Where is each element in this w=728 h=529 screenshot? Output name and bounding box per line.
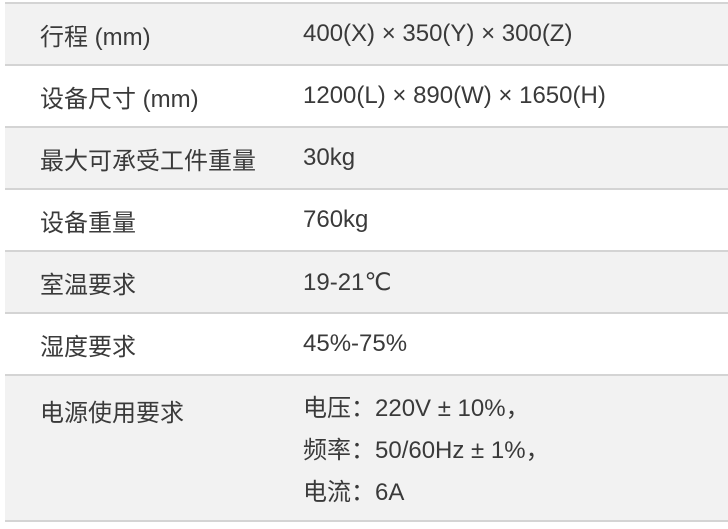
spec-label: 湿度要求 xyxy=(40,333,136,361)
spec-value: 电压：220V ± 10%， 频率：50/60Hz ± 1%， 电流：6A xyxy=(303,376,728,514)
power-voltage: 电压：220V ± 10%， xyxy=(303,395,530,422)
table-row-power: 电源使用要求 电压：220V ± 10%， 频率：50/60Hz ± 1%， 电… xyxy=(5,376,728,522)
spec-label: 行程 (mm) xyxy=(40,23,151,51)
table-row: 湿度要求 45%-75% xyxy=(5,314,728,376)
spec-value: 45%-75% xyxy=(303,330,408,357)
table-row: 设备尺寸 (mm) 1200(L) × 890(W) × 1650(H) xyxy=(5,66,728,128)
spec-table: 行程 (mm) 400(X) × 350(Y) × 300(Z) 设备尺寸 (m… xyxy=(5,2,728,522)
table-row: 最大可承受工件重量 30kg xyxy=(5,128,728,190)
power-frequency: 频率：50/60Hz ± 1%， xyxy=(303,437,550,464)
spec-value: 1200(L) × 890(W) × 1650(H) xyxy=(303,82,606,109)
spec-value: 400(X) × 350(Y) × 300(Z) xyxy=(303,20,573,47)
spec-label: 设备重量 xyxy=(40,209,136,237)
table-row: 行程 (mm) 400(X) × 350(Y) × 300(Z) xyxy=(5,4,728,66)
power-current: 电流：6A xyxy=(303,479,405,506)
spec-label: 电源使用要求 xyxy=(40,400,184,427)
spec-value: 30kg xyxy=(303,144,356,171)
spec-label: 设备尺寸 (mm) xyxy=(40,85,199,113)
spec-value: 19-21℃ xyxy=(303,268,392,296)
spec-label: 室温要求 xyxy=(40,271,136,299)
table-row: 设备重量 760kg xyxy=(5,190,728,252)
spec-label: 最大可承受工件重量 xyxy=(40,147,256,175)
table-row: 室温要求 19-21℃ xyxy=(5,252,728,314)
spec-value: 760kg xyxy=(303,206,369,233)
